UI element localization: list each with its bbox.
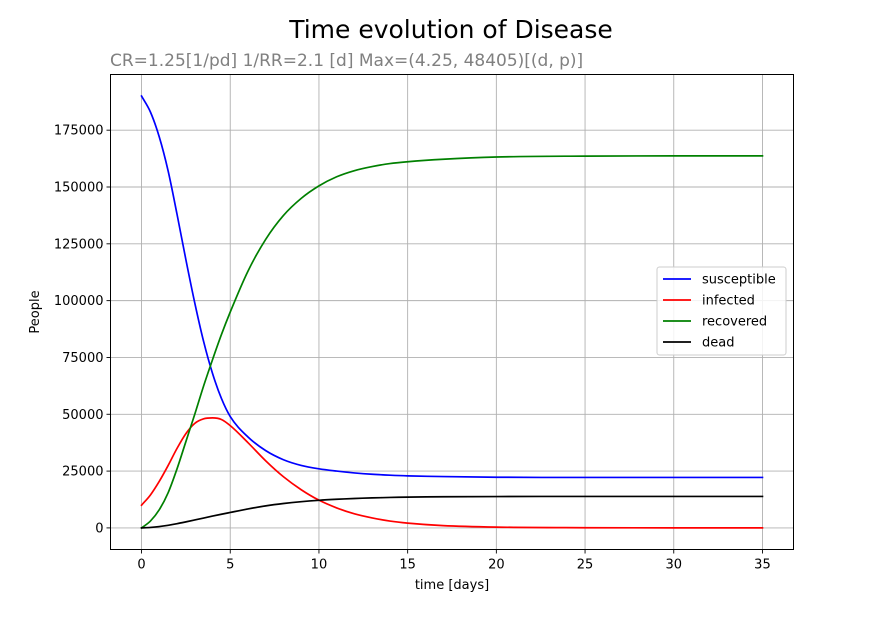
series-line-dead: [140, 495, 764, 529]
x-axis-label: time [days]: [415, 578, 489, 593]
legend-label-susceptible: susceptible: [702, 273, 776, 288]
plot-frame: [110, 74, 794, 550]
chart-title: Time evolution of Disease: [288, 15, 613, 44]
x-tick-label: 25: [577, 558, 594, 573]
legend: susceptible infected recovered dead: [656, 266, 787, 356]
legend-label-recovered: recovered: [702, 315, 767, 330]
y-tick-label: 50000: [62, 408, 103, 423]
y-tick-label: 125000: [54, 237, 104, 252]
x-tick-label: 0: [137, 558, 145, 573]
series-line-recovered: [140, 155, 764, 530]
x-tick-label: 15: [399, 558, 416, 573]
chart-subtitle: CR=1.25[1/pd] 1/RR=2.1 [d] Max=(4.25, 48…: [110, 51, 583, 71]
x-tick-label: 20: [488, 558, 505, 573]
legend-label-infected: infected: [702, 294, 755, 309]
y-tick-label: 175000: [54, 124, 104, 139]
series-line-susceptible: [140, 94, 764, 479]
x-tick-label: 10: [311, 558, 328, 573]
x-tick-label: 30: [665, 558, 682, 573]
y-tick-label: 0: [95, 521, 103, 536]
y-tick-label: 100000: [54, 294, 104, 309]
x-tick-label: 35: [754, 558, 771, 573]
x-tick-label: 5: [226, 558, 234, 573]
y-tick-label: 150000: [54, 181, 104, 196]
y-axis-label: People: [28, 290, 43, 333]
axis-ticks: 0 5 10 15 20 25 30 35 0 25000 50000 75000 100000 1250…: [54, 124, 771, 573]
y-tick-label: 25000: [62, 465, 103, 480]
legend-box: [656, 266, 787, 356]
series-line-infected: [140, 417, 764, 529]
legend-label-dead: dead: [702, 336, 734, 351]
y-tick-label: 75000: [62, 351, 103, 366]
plot-lines: [140, 94, 764, 530]
